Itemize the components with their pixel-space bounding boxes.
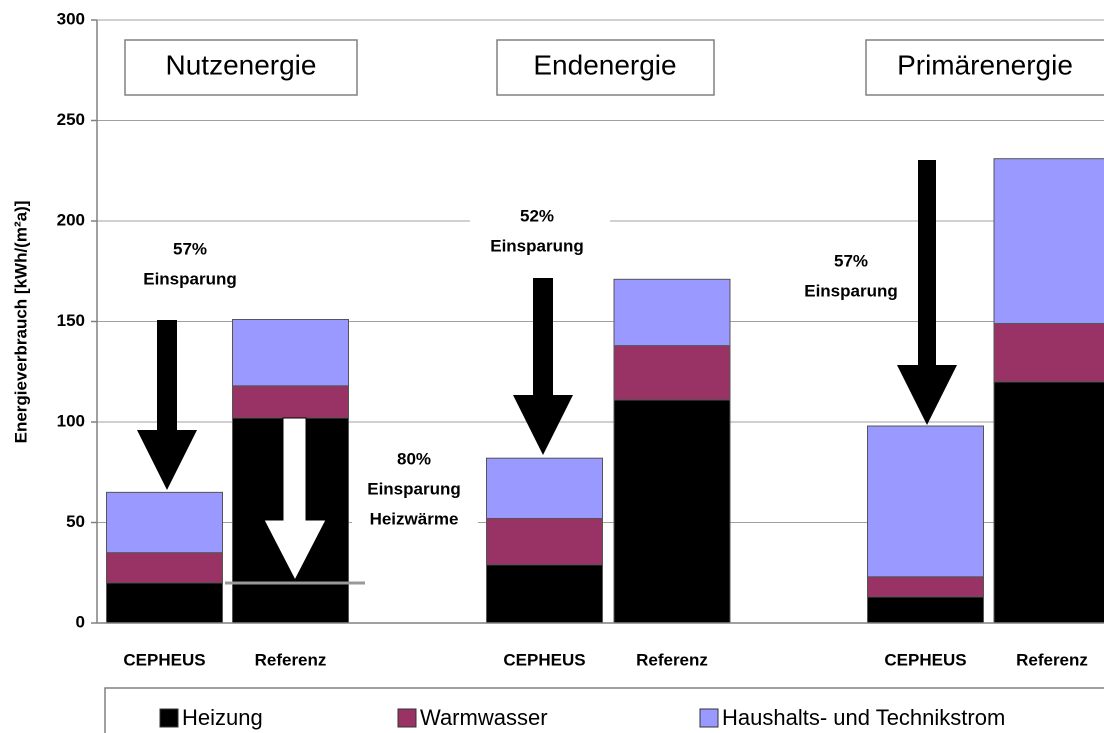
arrow	[897, 160, 957, 425]
bar-segment	[106, 491, 223, 554]
annotation-bg	[782, 248, 916, 310]
annotation: Einsparung	[143, 269, 237, 288]
x-tick-label: CEPHEUS	[884, 650, 966, 669]
group-box	[124, 39, 358, 96]
bar-segment	[486, 564, 603, 624]
bar-segment	[106, 552, 223, 584]
legend-label: Haushalts- und Technikstrom	[722, 705, 1005, 730]
annotation-bg	[470, 202, 610, 264]
arrow	[137, 320, 197, 490]
arrow	[513, 278, 573, 455]
arrow	[263, 417, 327, 582]
bar-segment	[613, 345, 731, 401]
y-tick-label: 300	[57, 9, 85, 28]
overlay: 57% Einsparung 80% Einsparung Heizwärme 52% Ei…	[137, 160, 957, 585]
annotation: 57%	[173, 239, 207, 258]
bar-segment	[993, 381, 1104, 624]
y-tick-label: 200	[57, 210, 85, 229]
annotation: Heizwärme	[370, 509, 459, 528]
bar-segment	[613, 399, 731, 624]
x-tick-label: CEPHEUS	[123, 650, 205, 669]
group-title: Primärenergie	[897, 49, 1073, 80]
x-tick-label: CEPHEUS	[503, 650, 585, 669]
legend-label: Warmwasser	[420, 705, 548, 730]
legend-swatch	[397, 708, 417, 728]
annotation: Einsparung	[490, 236, 584, 255]
bar-segment	[993, 323, 1104, 383]
group-title: Endenergie	[533, 49, 676, 80]
y-tick-label: 250	[57, 110, 85, 129]
annotation: 52%	[520, 206, 554, 225]
legend-swatch	[159, 708, 179, 728]
x-tick-label: Referenz	[255, 650, 327, 669]
y-tick-label: 100	[57, 411, 85, 430]
bar-segment	[867, 425, 984, 578]
bar-segment	[867, 596, 984, 624]
bar-segment	[486, 517, 603, 566]
legend	[104, 687, 1104, 733]
bar-segment	[232, 385, 349, 419]
bar-segment	[106, 582, 223, 624]
y-axis-label: Energieverbrauch [kWh/(m²a)]	[11, 201, 30, 444]
group-box	[496, 39, 715, 96]
annotation: Einsparung	[367, 479, 461, 498]
bar-segment	[993, 158, 1104, 325]
x-tick-label: Referenz	[1016, 650, 1088, 669]
annotation: 80%	[397, 449, 431, 468]
annotation: 57%	[834, 251, 868, 270]
bar-segment	[867, 576, 984, 598]
bar-segment	[232, 318, 349, 387]
bars	[106, 158, 1104, 624]
y-tick-label: 150	[57, 311, 85, 330]
annotation-bg	[352, 440, 478, 535]
legend-items: Heizung Warmwasser Haushalts- und Techniks…	[159, 705, 1005, 730]
legend-label: Heizung	[182, 705, 263, 730]
annotation-bg	[120, 235, 260, 297]
y-tick-label: 50	[66, 512, 85, 531]
group-box	[865, 39, 1104, 96]
group-title: Nutzenergie	[166, 49, 317, 80]
annotation: Einsparung	[804, 281, 898, 300]
x-tick-label: Referenz	[636, 650, 708, 669]
bar-segment	[486, 457, 603, 519]
y-tick-label: 0	[76, 612, 85, 631]
legend-swatch	[699, 708, 719, 728]
bar-segment	[613, 278, 731, 347]
